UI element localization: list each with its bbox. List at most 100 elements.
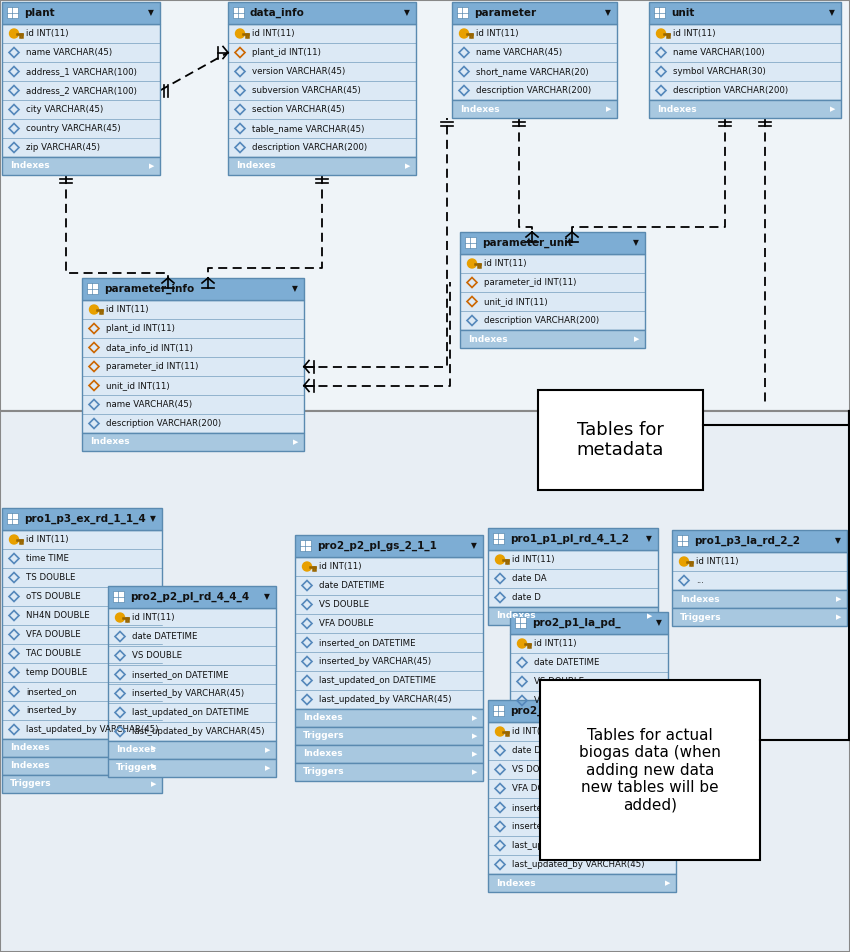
Text: TAC DOUBLE: TAC DOUBLE [26,649,81,658]
Text: ▼: ▼ [664,706,670,716]
Text: inserted_on DATETIME: inserted_on DATETIME [319,638,416,647]
Text: ▶: ▶ [472,715,477,721]
Bar [654,7,665,18]
Bar [2,757,162,775]
Text: country VARCHAR(45): country VARCHAR(45) [26,124,121,133]
Text: table_name VARCHAR(45): table_name VARCHAR(45) [252,124,365,133]
Text: last_updated_on DATETIME: last_updated_on DATETIME [319,676,436,685]
Text: oTS DOUBLE: oTS DOUBLE [26,592,81,601]
Circle shape [460,29,468,38]
Text: ▶: ▶ [264,765,270,771]
Text: unit: unit [671,8,694,18]
Text: pro2_p1_la_pd_: pro2_p1_la_pd_ [532,618,620,628]
Text: ▼: ▼ [656,619,662,627]
Text: id INT(11): id INT(11) [476,29,518,38]
Text: ▼: ▼ [150,514,156,524]
Text: Indexes: Indexes [657,105,697,113]
Circle shape [518,639,526,648]
Text: ...: ... [696,576,704,585]
Text: Indexes: Indexes [680,594,720,604]
Text: id INT(11): id INT(11) [484,259,526,268]
Bar [672,608,847,626]
Text: Indexes: Indexes [90,438,129,446]
Text: subversion VARCHAR(45): subversion VARCHAR(45) [252,86,360,95]
Text: ▶: ▶ [633,336,639,342]
Text: Indexes: Indexes [10,744,49,752]
Text: parameter_id INT(11): parameter_id INT(11) [106,362,198,371]
Text: id INT(11): id INT(11) [26,535,69,544]
Text: Tables for actual
biogas data (when
adding new data
new tables will be
added): Tables for actual biogas data (when addi… [579,727,721,812]
Text: ▶: ▶ [150,781,156,787]
Bar [672,590,847,608]
Text: description VARCHAR(200): description VARCHAR(200) [252,143,367,152]
Text: Triggers: Triggers [116,764,157,772]
Bar [460,330,645,348]
Bar [488,874,676,892]
Text: ▶: ▶ [472,751,477,757]
Text: ▼: ▼ [646,534,652,544]
Bar [510,612,668,634]
Text: data_info_id INT(11): data_info_id INT(11) [106,343,193,352]
Text: TS DOUBLE: TS DOUBLE [26,573,76,582]
Text: ▼: ▼ [829,9,835,17]
Text: parameter_id INT(11): parameter_id INT(11) [484,278,576,287]
Text: id INT(11): id INT(11) [26,29,69,38]
Text: name VARCHAR(45): name VARCHAR(45) [476,48,562,57]
Bar [108,608,276,741]
Text: Triggers: Triggers [680,612,722,622]
Bar [677,535,688,546]
Text: ▶: ▶ [836,596,841,602]
Text: ▼: ▼ [264,592,270,602]
Bar [295,763,483,781]
Text: plant_id INT(11): plant_id INT(11) [252,48,320,57]
Text: ▼: ▼ [404,9,410,17]
Text: temp DOUBLE: temp DOUBLE [26,668,88,677]
Text: Indexes: Indexes [303,749,343,759]
Text: VFA DOUBLE: VFA DOUBLE [512,784,567,793]
Text: address_2 VARCHAR(100): address_2 VARCHAR(100) [26,86,137,95]
Text: id INT(11): id INT(11) [252,29,294,38]
Text: last_updated_on DATETIME: last_updated_on DATETIME [512,841,629,850]
Bar [493,705,504,716]
Text: id INT(11): id INT(11) [696,557,739,566]
Text: inserted_by VARCHAR(45): inserted_by VARCHAR(45) [132,689,244,698]
Circle shape [116,613,124,622]
Bar [488,550,658,607]
Text: id INT(11): id INT(11) [534,639,576,648]
Text: ▶: ▶ [150,745,156,751]
Text: Indexes: Indexes [496,611,536,621]
Text: ▶: ▶ [605,106,611,112]
Circle shape [679,557,689,566]
Bar [465,237,476,248]
Text: Indexes: Indexes [10,762,49,770]
Bar [2,508,162,530]
Text: Indexes: Indexes [468,334,507,344]
Circle shape [89,305,99,314]
Text: ▼: ▼ [471,542,477,550]
Bar [228,157,416,175]
Bar [295,709,483,727]
Bar [2,739,162,757]
Text: ▼: ▼ [148,9,154,17]
Circle shape [303,562,311,571]
Text: id INT(11): id INT(11) [673,29,716,38]
Text: ▼: ▼ [292,285,298,293]
Circle shape [468,259,477,268]
Text: last_updated_by VARCHAR(45): last_updated_by VARCHAR(45) [26,725,158,734]
Text: VS DOUBLE: VS DOUBLE [132,651,182,660]
Bar [488,607,658,625]
Text: Triggers: Triggers [10,780,52,788]
Text: section VARCHAR(45): section VARCHAR(45) [252,105,345,114]
Text: pro1_p1_pl_rd_4_1_2: pro1_p1_pl_rd_4_1_2 [510,534,629,545]
Bar [493,533,504,544]
Text: ▶: ▶ [836,614,841,620]
Circle shape [496,555,505,564]
Text: VS DOUBLE: VS DOUBLE [512,765,562,774]
Bar [87,283,98,294]
Text: ▶: ▶ [830,106,835,112]
Bar [228,2,416,24]
Bar [488,722,676,874]
Bar [672,552,847,590]
Text: VFA DOUBLE: VFA DOUBLE [26,630,81,639]
Text: name VARCHAR(100): name VARCHAR(100) [673,48,765,57]
